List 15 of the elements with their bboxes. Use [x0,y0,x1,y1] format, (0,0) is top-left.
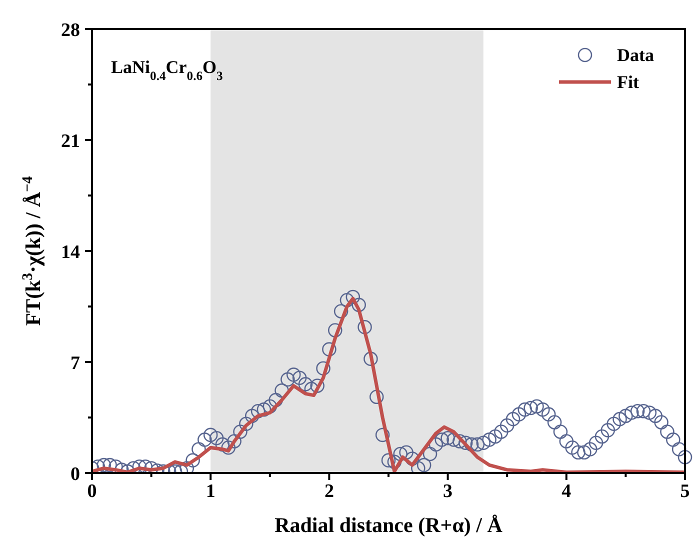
y-tick-label: 0 [70,464,80,485]
y-tick-label: 7 [70,353,80,374]
annotation: LaNi$_{0.4}$Cr$_{0.6}$O$_{3}$ [111,57,223,83]
x-tick-label: 5 [680,481,690,502]
x-tick-label: 2 [324,481,334,502]
y-tick-label: 28 [61,20,80,41]
x-tick-label: 3 [443,481,453,502]
y-tick-label: 21 [61,131,80,152]
x-axis-title: Radial distance (R+α) / Å [274,513,504,537]
x-tick-label: 1 [206,481,216,502]
y-tick-label: 14 [61,242,80,263]
legend-label: Data [617,45,654,65]
legend-label: Fit [617,72,639,92]
x-tick-label: 4 [562,481,572,502]
x-tick-label: 0 [87,481,97,502]
